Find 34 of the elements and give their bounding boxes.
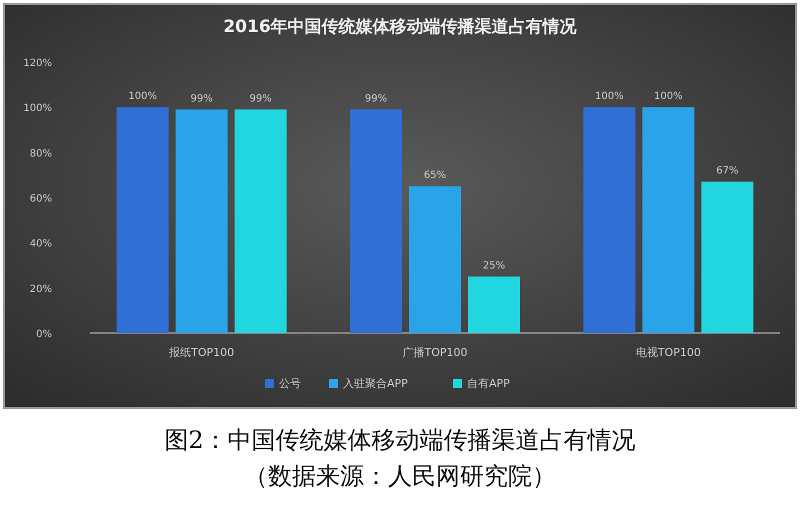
bar [350, 109, 402, 333]
x-tick-label: 报纸TOP100 [168, 346, 234, 359]
data-label: 25% [482, 260, 506, 272]
y-tick-label: 40% [30, 238, 52, 250]
bar [583, 107, 636, 333]
data-label: 100% [128, 91, 157, 102]
legend-label: 公号 [279, 377, 301, 390]
text: （数据来源：人民网研究院） [244, 462, 556, 490]
data-label: 99% [250, 93, 272, 104]
data-label: 100% [595, 91, 624, 102]
data-label: 99% [364, 93, 388, 104]
chart-title: 2016年中国传统媒体移动端传播渠道占有情况 [223, 17, 578, 37]
data-label: 67% [716, 166, 738, 177]
bar [642, 107, 694, 333]
legend-label: 入驻聚合APP [343, 377, 408, 390]
bar [176, 109, 228, 333]
x-tick-label: 广播TOP100 [402, 346, 468, 359]
caption: 图2：中国传统媒体移动端传播渠道占有情况 [164, 426, 636, 454]
bar [701, 182, 754, 333]
bar [468, 276, 520, 333]
y-tick-label: 20% [30, 284, 52, 295]
bar [234, 109, 287, 333]
y-tick-label: 60% [30, 194, 52, 204]
y-tick-label: 0% [36, 329, 52, 340]
y-tick-label: 120% [23, 58, 52, 69]
y-tick-label: 80% [30, 148, 52, 160]
legend-label: 自有APP [467, 377, 510, 390]
y-tick-label: 100% [23, 103, 52, 114]
data-label: 65% [424, 170, 446, 182]
bar [409, 186, 461, 333]
data-label: 100% [654, 91, 683, 102]
x-tick-label: 电视TOP100 [636, 346, 701, 359]
data-label: 99% [190, 93, 213, 104]
bar [116, 107, 169, 333]
